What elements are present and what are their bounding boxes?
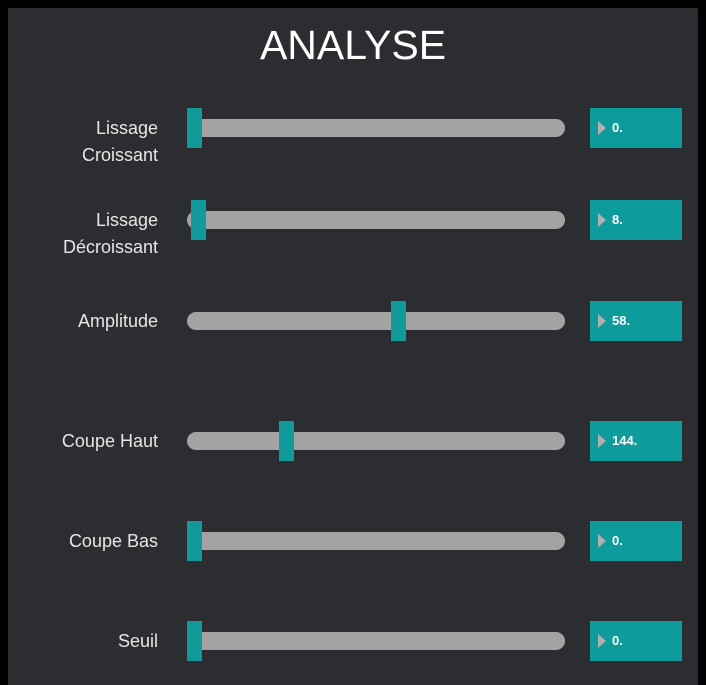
slider-label: Lissage Croissant: [0, 115, 158, 169]
number-box[interactable]: 144.: [590, 421, 682, 461]
number-box[interactable]: 0.: [590, 108, 682, 148]
label-line: Croissant: [81, 145, 158, 165]
number-box[interactable]: 8.: [590, 200, 682, 240]
slider-label: Seuil: [0, 628, 158, 655]
label-line: Coupe Haut: [61, 431, 158, 451]
slider-thumb[interactable]: [191, 200, 206, 240]
slider-label: Coupe Bas: [0, 528, 158, 555]
label-line: Lissage: [95, 118, 158, 138]
number-value: 0.: [612, 633, 623, 648]
slider-thumb[interactable]: [187, 521, 202, 561]
title: ANALYSE: [259, 22, 447, 68]
slider-label: Amplitude: [0, 308, 158, 335]
number-arrow: [598, 434, 606, 448]
slider-thumb[interactable]: [187, 108, 202, 148]
number-value: 0.: [612, 533, 623, 548]
slider-track[interactable]: [187, 211, 565, 229]
slider-thumb[interactable]: [391, 301, 406, 341]
slider-track[interactable]: [187, 312, 565, 330]
slider-label: Coupe Haut: [0, 428, 158, 455]
number-arrow: [598, 121, 606, 135]
slider-track[interactable]: [187, 119, 565, 137]
panel: ANALYSE Lissage Croissant 0. Lissage Décrois…: [8, 8, 698, 685]
slider-label: Lissage Décroissant: [0, 207, 158, 261]
number-arrow: [598, 534, 606, 548]
slider-thumb[interactable]: [187, 621, 202, 661]
label-line: Décroissant: [62, 237, 158, 257]
number-arrow: [598, 634, 606, 648]
label-line: Seuil: [117, 631, 158, 651]
slider-track[interactable]: [187, 632, 565, 650]
number-value: 8.: [612, 212, 623, 227]
number-arrow: [598, 213, 606, 227]
number-value: 0.: [612, 120, 623, 135]
number-box[interactable]: 58.: [590, 301, 682, 341]
number-arrow: [598, 314, 606, 328]
number-box[interactable]: 0.: [590, 521, 682, 561]
number-box[interactable]: 0.: [590, 621, 682, 661]
label-line: Lissage: [95, 210, 158, 230]
slider-thumb[interactable]: [279, 421, 294, 461]
number-value: 58.: [612, 313, 631, 328]
slider-track[interactable]: [187, 432, 565, 450]
slider-track[interactable]: [187, 532, 565, 550]
label-line: Amplitude: [77, 311, 158, 331]
number-value: 144.: [612, 433, 638, 448]
label-line: Coupe Bas: [68, 531, 158, 551]
